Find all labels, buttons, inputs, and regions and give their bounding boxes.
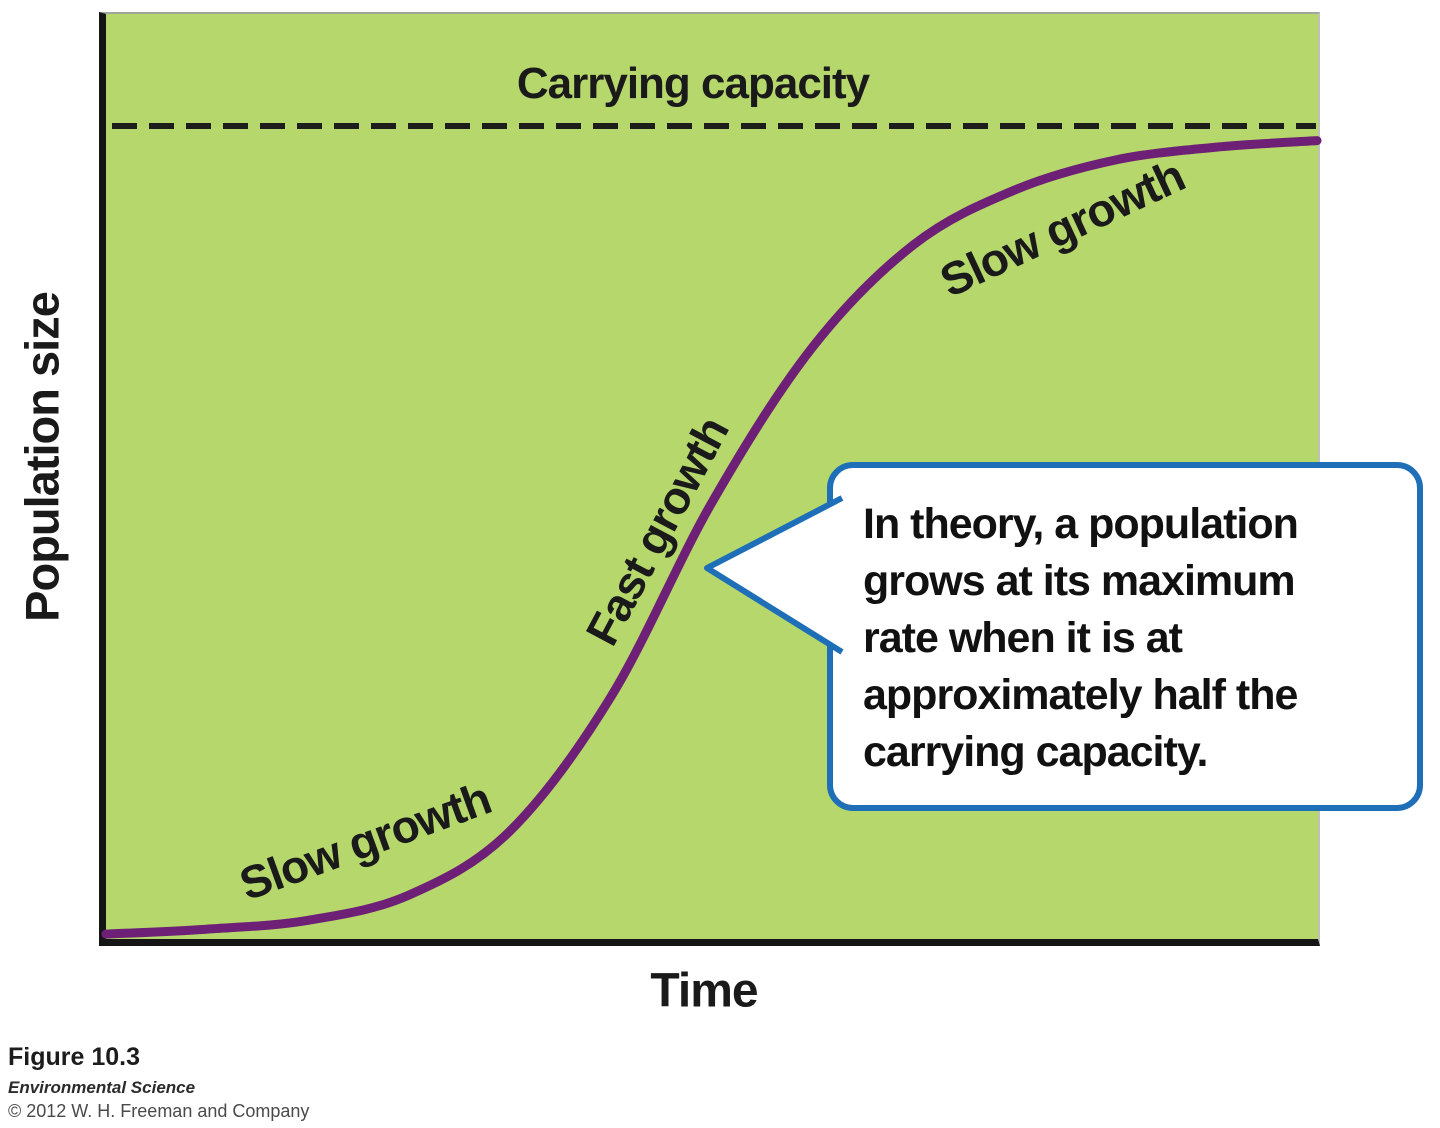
book-title: Environmental Science [8,1077,196,1097]
callout-line: carrying capacity. [863,728,1209,776]
callout-line: In theory, a population [863,500,1299,548]
carrying-capacity-label: Carrying capacity [516,59,870,108]
copyright-line: © 2012 W. H. Freeman and Company [8,1101,310,1122]
callout-box: In theory, a population grows at its max… [827,462,1423,811]
figure-number: Figure 10.3 [8,1043,140,1071]
callout-text: In theory, a population grows at its max… [833,468,1417,781]
x-axis-label: Time [650,964,758,1018]
figure-caption: Figure 10.3 Environmental Science © 2012… [8,1043,310,1122]
y-axis-label: Population size [15,292,69,622]
callout-line: rate when it is at [863,614,1183,662]
callout-line: grows at its maximum [863,557,1296,605]
callout-line: approximately half the [863,671,1298,719]
